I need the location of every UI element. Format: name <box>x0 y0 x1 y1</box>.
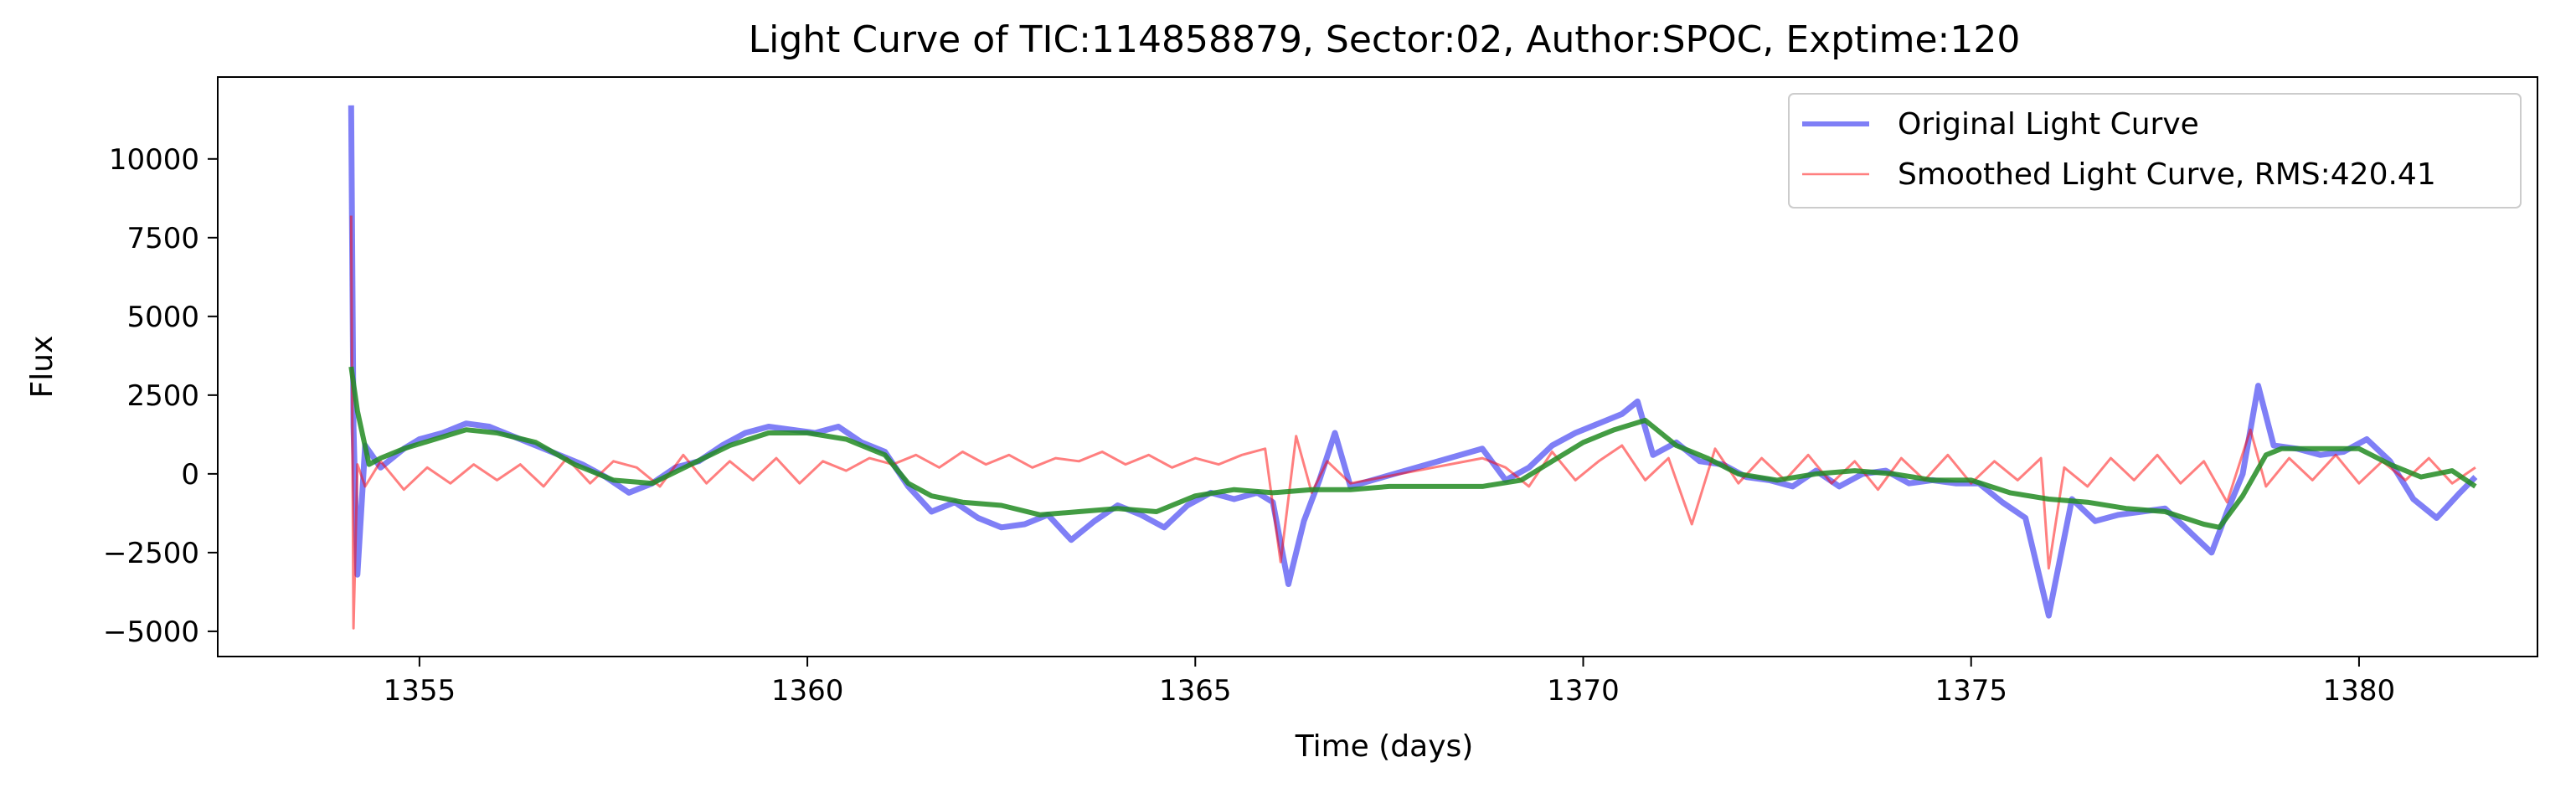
y-tick-label: 0 <box>181 458 199 492</box>
chart-title: Light Curve of TIC:114858879, Sector:02,… <box>749 18 2021 61</box>
x-tick-label: 1365 <box>1159 674 1232 708</box>
legend-label-original: Original Light Curve <box>1898 107 2199 142</box>
x-tick-label: 1375 <box>1935 674 2007 708</box>
y-tick-label: 7500 <box>126 222 199 255</box>
legend-frame <box>1788 93 2522 209</box>
x-tick-label: 1380 <box>2323 674 2396 708</box>
series-smoothed-line <box>349 215 2476 630</box>
y-tick-label: −5000 <box>103 615 199 649</box>
plot-frame <box>217 76 2538 657</box>
x-axis: 1355 1360 1365 1370 1375 1380 <box>384 657 2396 708</box>
y-axis: −5000 −2500 0 2500 5000 7500 10000 <box>103 143 218 649</box>
plot-area <box>348 105 2478 630</box>
x-tick-label: 1355 <box>384 674 456 708</box>
series-trend-line <box>348 366 2477 530</box>
x-tick-label: 1370 <box>1547 674 1620 708</box>
y-tick-label: −2500 <box>103 537 199 570</box>
x-axis-label: Time (days) <box>1295 729 1474 764</box>
y-axis-label: Flux <box>25 336 59 399</box>
legend: Original Light Curve Smoothed Light Curv… <box>1788 93 2522 209</box>
y-tick-label: 2500 <box>126 379 199 413</box>
legend-label-smoothed: Smoothed Light Curve, RMS:420.41 <box>1898 157 2436 192</box>
x-tick-label: 1360 <box>771 674 844 708</box>
y-tick-label: 5000 <box>126 301 199 334</box>
y-tick-label: 10000 <box>109 143 199 177</box>
